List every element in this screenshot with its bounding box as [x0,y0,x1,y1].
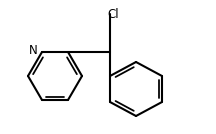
Text: N: N [29,44,37,57]
Text: Cl: Cl [107,8,119,21]
